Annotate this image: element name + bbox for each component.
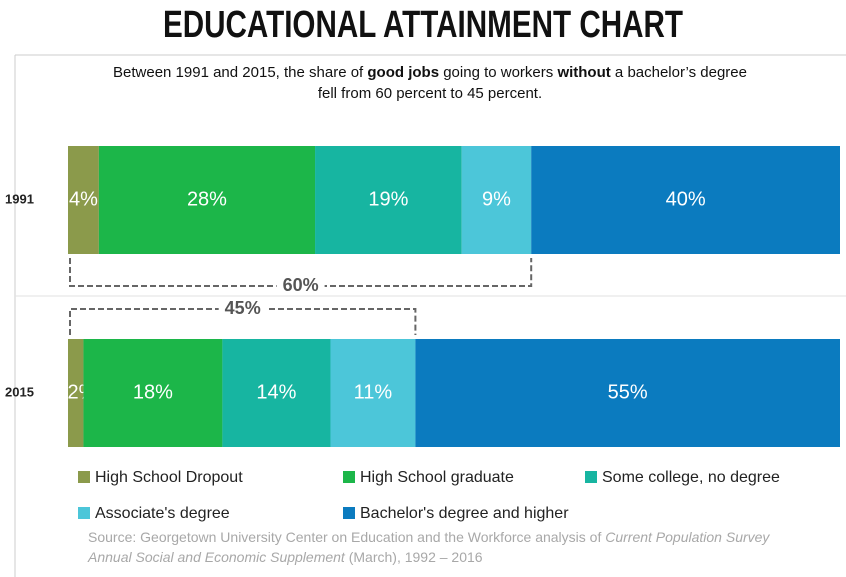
legend-swatch [585, 471, 597, 483]
bar-segment [83, 339, 223, 447]
legend-swatch [343, 507, 355, 519]
legend-swatch [78, 471, 90, 483]
data-label: 18% [133, 381, 173, 403]
bracket-label-bg [218, 300, 267, 318]
bar-segment [68, 146, 99, 254]
bar-segment [461, 146, 532, 254]
subtitle-part: good jobs [367, 64, 440, 81]
subtitle: Between 1991 and 2015, the share of good… [110, 62, 750, 104]
data-label: 11% [354, 381, 393, 403]
bar-segment [98, 146, 316, 254]
chart-title: EDUCATIONAL ATTAINMENT CHART [163, 4, 683, 46]
data-label: 14% [256, 381, 296, 403]
data-label: 9% [482, 188, 511, 210]
bar-segment [531, 146, 840, 254]
y-tick-label: 2015 [5, 384, 34, 399]
source-part: Source: Georgetown University Center on … [88, 529, 606, 545]
legend-label: Associate's degree [95, 505, 230, 522]
subtitle-part: going to workers [439, 64, 558, 81]
y-tick-label: 1991 [5, 191, 34, 206]
bar-segment [222, 339, 331, 447]
bracket [69, 258, 533, 287]
legend-label: Some college, no degree [602, 469, 780, 486]
source-part: Current Population Survey Annual Social … [88, 529, 770, 565]
legend-swatch [343, 471, 355, 483]
data-label: 19% [368, 188, 408, 210]
bar-segment [330, 339, 416, 447]
subtitle-part: Between 1991 and 2015, the share of [113, 64, 368, 81]
legend-label: High School graduate [360, 469, 514, 486]
data-label: 40% [666, 188, 706, 210]
data-label: 28% [187, 188, 227, 210]
legend-label: Bachelor's degree and higher [360, 505, 569, 522]
annotation: 60% [283, 275, 319, 295]
bar-segment [415, 339, 840, 447]
bracket-label-bg [276, 277, 325, 295]
source-note: Source: Georgetown University Center on … [88, 527, 808, 567]
data-label: 4% [69, 188, 98, 210]
subtitle-part: without [557, 64, 611, 81]
legend-label: High School Dropout [95, 469, 243, 486]
data-label: 55% [608, 381, 648, 403]
subtitle-part: a bachelor’s degree fell from 60 percent… [317, 64, 747, 102]
legend-swatch [78, 507, 90, 519]
source-part: (March), 1992 – 2016 [344, 549, 483, 565]
bar-segment [68, 339, 84, 447]
bar-segment [315, 146, 462, 254]
annotation: 45% [225, 298, 261, 318]
